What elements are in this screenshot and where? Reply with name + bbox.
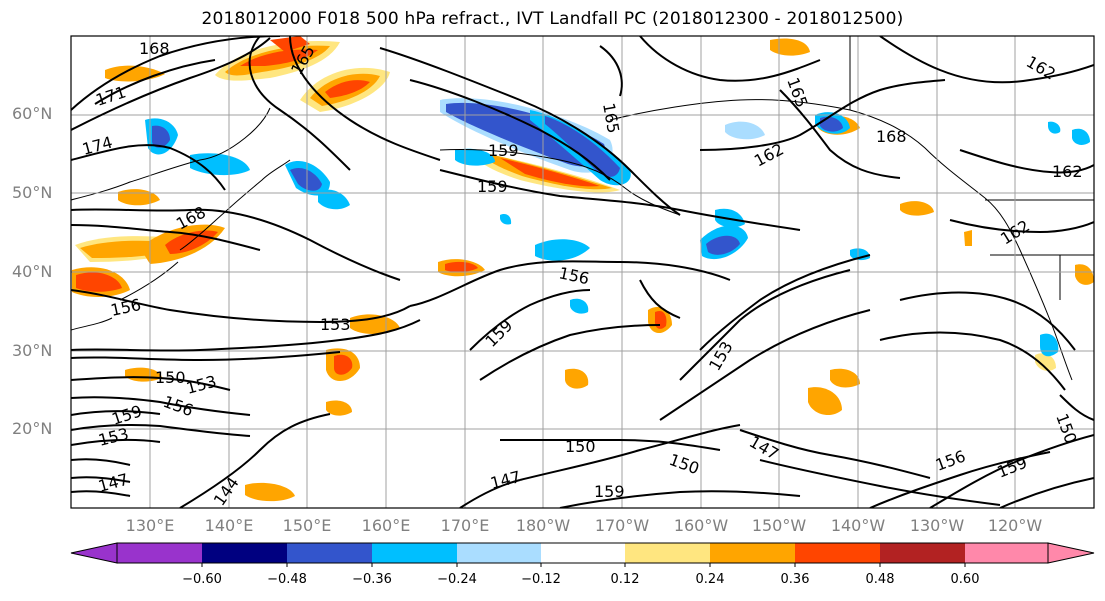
lat-label: 50°N [12,183,53,202]
map-title: 2018012000 F018 500 hPa refract., IVT La… [201,9,904,29]
map-frame [70,35,1095,509]
contour-label: 159 [594,482,625,501]
lat-label: 40°N [12,262,53,281]
contour-label: 153 [96,424,130,450]
contour-label: 147 [488,467,522,493]
lon-label: 180°W [515,516,571,535]
colorbar-tick-label: 0.48 [865,572,895,587]
contour-label: 165 [599,101,623,134]
colorbar-segment [880,543,965,563]
colorbar-segment [625,543,710,563]
contour-label: 165 [783,75,811,110]
contour-label: 168 [876,127,907,146]
colorbar-segment [710,543,795,563]
contour-label: 150 [1052,411,1080,446]
lat-label: 30°N [12,341,53,360]
colorbar-tick-label: 0.12 [610,572,640,587]
colorbar-segment [372,543,457,563]
contour-label: 144 [210,473,243,509]
contour-labels: 168 171 174 165 165 159 159 162 165 162 … [80,39,1082,509]
lon-label: 170°E [440,516,490,535]
contour-label: 168 [139,39,170,58]
lon-label: 130°E [125,516,175,535]
colorbar-segment [117,543,202,563]
contour-label: 150 [667,450,702,478]
graticule [71,36,1094,508]
lon-label: 130°W [909,516,965,535]
contour-label: 153 [184,372,218,398]
ivt-contours [71,36,1094,508]
lon-label: 120°W [987,516,1043,535]
coastlines [71,36,1094,381]
contour-label: 153 [705,338,737,374]
contour-label: 174 [80,133,114,159]
lat-label: 60°N [12,104,53,123]
colorbar-tick-label: 0.60 [950,572,980,587]
lat-label: 20°N [12,419,53,438]
colorbar-segment [287,543,372,563]
contour-label: 162 [1052,162,1083,181]
lon-label: 140°E [204,516,254,535]
colorbar-min-extend [70,542,118,564]
contour-label: 153 [320,315,351,334]
contour-label: 150 [155,368,186,387]
colorbar-tick-label: 0.24 [695,572,725,587]
contour-label: 156 [557,263,591,288]
contour-label: 159 [477,177,508,196]
lon-label: 150°W [751,516,807,535]
lon-label: 160°W [673,516,729,535]
colorbar-tick-label: −0.12 [521,572,561,587]
colorbar-segment [541,543,625,563]
contour-label: 147 [746,432,782,464]
colorbar-tick-label: −0.60 [182,572,222,587]
lon-label: 160°E [361,516,411,535]
contour-label: 159 [481,316,516,351]
colorbar [70,542,1095,567]
contour-label: 150 [565,437,596,456]
colorbar-tick-label: 0.36 [780,572,810,587]
colorbar-tick-label: −0.24 [437,572,477,587]
colorbar-segment [965,543,1048,563]
colorbar-tick-label: −0.36 [352,572,392,587]
lon-label: 170°W [594,516,650,535]
contour-label: 162 [751,139,787,170]
colorbar-tick-label: −0.48 [267,572,307,587]
contour-label: 156 [933,446,968,474]
contour-label: 147 [96,470,130,496]
lon-label: 150°E [282,516,332,535]
colorbar-segment [202,543,287,563]
lon-label: 140°W [830,516,886,535]
colorbar-segment [457,543,541,563]
colorbar-max-extend [1047,542,1095,564]
contour-label: 159 [488,141,519,160]
colorbar-segment [795,543,880,563]
